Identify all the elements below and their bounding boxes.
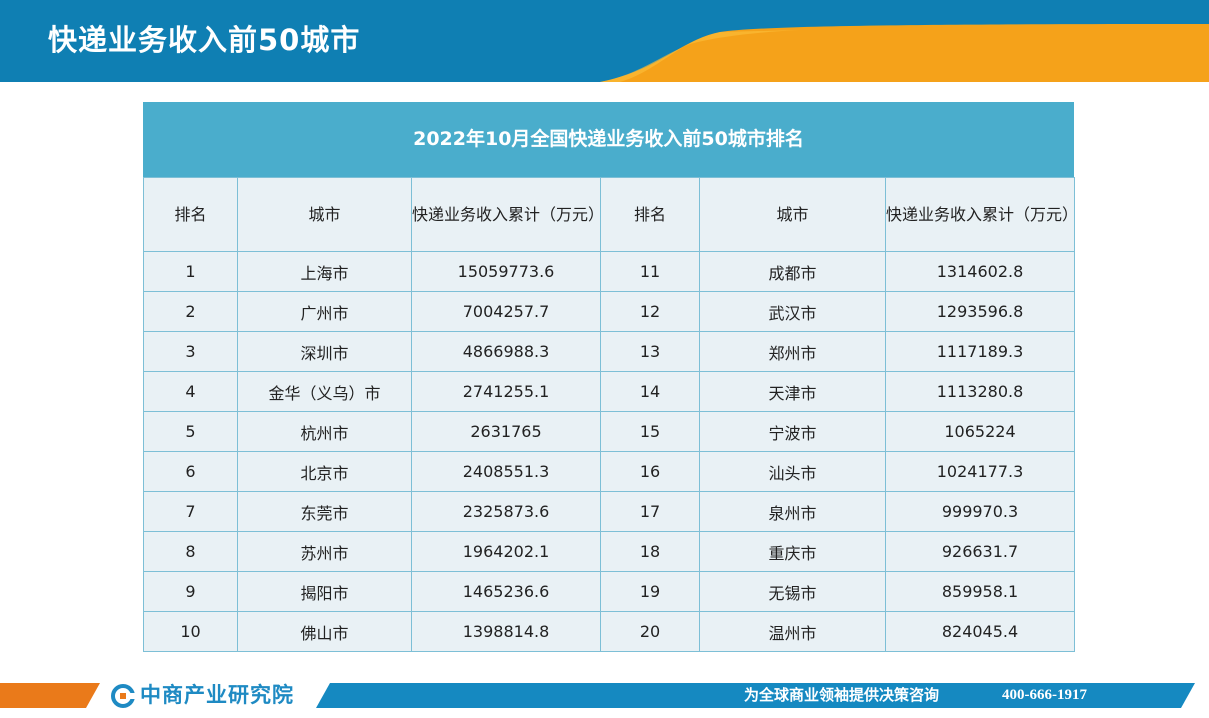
footer-slogan: 为全球商业领袖提供决策咨询 — [744, 686, 940, 704]
revenue-cell: 2741255.1 — [411, 371, 601, 412]
revenue-cell: 4866988.3 — [411, 331, 601, 372]
revenue-cell: 1293596.8 — [885, 291, 1075, 332]
rank-cell: 15 — [600, 411, 700, 452]
revenue-cell: 2325873.6 — [411, 491, 601, 532]
table-row: 2 广州市 7004257.7 12 武汉市 1293596.8 — [143, 291, 1075, 332]
column-header-city: 城市 — [237, 177, 412, 252]
column-header-revenue: 快递业务收入累计（万元） — [885, 177, 1078, 252]
rank-cell: 12 — [600, 291, 700, 332]
city-cell: 东莞市 — [237, 491, 412, 532]
city-cell: 广州市 — [237, 291, 412, 332]
rank-cell: 8 — [143, 531, 238, 572]
footer-phone: 400-666-1917 — [1002, 687, 1087, 703]
revenue-cell: 15059773.6 — [411, 251, 601, 292]
rank-cell: 11 — [600, 251, 700, 292]
city-cell: 揭阳市 — [237, 571, 412, 612]
city-cell: 天津市 — [699, 371, 886, 412]
revenue-cell: 824045.4 — [885, 611, 1075, 652]
table-row: 5 杭州市 2631765 15 宁波市 1065224 — [143, 411, 1075, 452]
logo-text: 中商产业研究院 — [140, 683, 294, 707]
rank-cell: 3 — [143, 331, 238, 372]
rank-cell: 18 — [600, 531, 700, 572]
rank-cell: 16 — [600, 451, 700, 492]
rank-cell: 4 — [143, 371, 238, 412]
city-cell: 温州市 — [699, 611, 886, 652]
column-header-rank: 排名 — [143, 177, 238, 252]
table-row: 8 苏州市 1964202.1 18 重庆市 926631.7 — [143, 531, 1075, 572]
city-cell: 苏州市 — [237, 531, 412, 572]
revenue-cell: 2408551.3 — [411, 451, 601, 492]
rank-cell: 1 — [143, 251, 238, 292]
header-orange-swoosh — [600, 24, 1209, 82]
city-cell: 宁波市 — [699, 411, 886, 452]
table-row: 4 金华（义乌）市 2741255.1 14 天津市 1113280.8 — [143, 371, 1075, 412]
revenue-cell: 1113280.8 — [885, 371, 1075, 412]
rank-cell: 19 — [600, 571, 700, 612]
revenue-cell: 926631.7 — [885, 531, 1075, 572]
revenue-cell: 859958.1 — [885, 571, 1075, 612]
city-cell: 北京市 — [237, 451, 412, 492]
city-cell: 成都市 — [699, 251, 886, 292]
column-header-city: 城市 — [699, 177, 886, 252]
revenue-cell: 1024177.3 — [885, 451, 1075, 492]
revenue-cell: 1117189.3 — [885, 331, 1075, 372]
ranking-table-panel: 2022年10月全国快递业务收入前50城市排名 排名 城市 快递业务收入累计（万… — [143, 102, 1078, 652]
city-cell: 深圳市 — [237, 331, 412, 372]
city-cell: 金华（义乌）市 — [237, 371, 412, 412]
table-row: 10 佛山市 1398814.8 20 温州市 824045.4 — [143, 611, 1075, 652]
city-cell: 无锡市 — [699, 571, 886, 612]
table-row: 3 深圳市 4866988.3 13 郑州市 1117189.3 — [143, 331, 1075, 372]
revenue-cell: 2631765 — [411, 411, 601, 452]
rank-cell: 10 — [143, 611, 238, 652]
column-header-rank: 排名 — [600, 177, 700, 252]
rank-cell: 9 — [143, 571, 238, 612]
rank-cell: 17 — [600, 491, 700, 532]
city-cell: 杭州市 — [237, 411, 412, 452]
city-cell: 上海市 — [237, 251, 412, 292]
revenue-cell: 1065224 — [885, 411, 1075, 452]
rank-cell: 14 — [600, 371, 700, 412]
table-caption: 2022年10月全国快递业务收入前50城市排名 — [143, 102, 1074, 177]
revenue-cell: 999970.3 — [885, 491, 1075, 532]
city-cell: 汕头市 — [699, 451, 886, 492]
table-body: 1 上海市 15059773.6 11 成都市 1314602.8 2 广州市 7004257.… — [143, 251, 1075, 652]
revenue-cell: 1465236.6 — [411, 571, 601, 612]
city-cell: 泉州市 — [699, 491, 886, 532]
footer-bar — [0, 683, 1195, 708]
revenue-cell: 1964202.1 — [411, 531, 601, 572]
city-cell: 武汉市 — [699, 291, 886, 332]
rank-cell: 7 — [143, 491, 238, 532]
revenue-cell: 1398814.8 — [411, 611, 601, 652]
table-row: 1 上海市 15059773.6 11 成都市 1314602.8 — [143, 251, 1075, 292]
city-cell: 重庆市 — [699, 531, 886, 572]
rank-cell: 20 — [600, 611, 700, 652]
table-row: 9 揭阳市 1465236.6 19 无锡市 859958.1 — [143, 571, 1075, 612]
rank-cell: 5 — [143, 411, 238, 452]
chinese-brand-c-icon — [111, 684, 135, 708]
column-header-revenue: 快递业务收入累计（万元） — [411, 177, 604, 252]
city-cell: 佛山市 — [237, 611, 412, 652]
city-cell: 郑州市 — [699, 331, 886, 372]
page-title: 快递业务收入前50城市 — [48, 23, 361, 57]
table-row: 7 东莞市 2325873.6 17 泉州市 999970.3 — [143, 491, 1075, 532]
rank-cell: 13 — [600, 331, 700, 372]
rank-cell: 2 — [143, 291, 238, 332]
table-row: 6 北京市 2408551.3 16 汕头市 1024177.3 — [143, 451, 1075, 492]
rank-cell: 6 — [143, 451, 238, 492]
revenue-cell: 7004257.7 — [411, 291, 601, 332]
revenue-cell: 1314602.8 — [885, 251, 1075, 292]
table-header-row: 排名 城市 快递业务收入累计（万元） 排名 城市 快递业务收入累计（万元） — [143, 177, 1078, 252]
